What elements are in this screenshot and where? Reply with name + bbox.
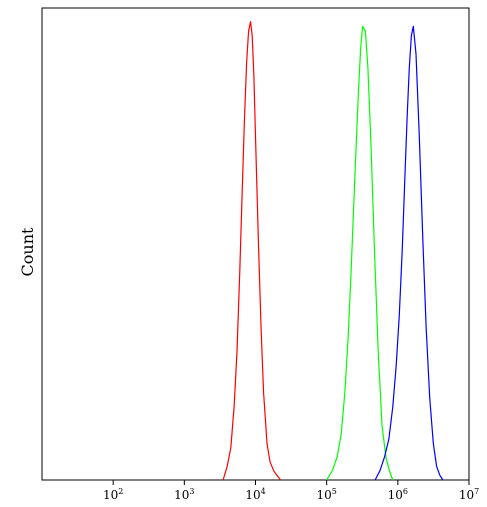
y-axis-title: Count xyxy=(18,227,37,276)
x-tick-label: 105 xyxy=(316,487,336,502)
histogram-series-3 xyxy=(374,25,444,481)
series-layer xyxy=(222,21,444,481)
x-tick-label: 106 xyxy=(388,487,408,502)
plot-area-frame xyxy=(41,7,470,481)
x-axis-ticks: 102 103 104 105 106 107 xyxy=(103,480,479,502)
x-tick-label: 107 xyxy=(459,487,479,502)
x-tick-label: 104 xyxy=(245,487,265,502)
histogram-series-2 xyxy=(326,25,394,481)
x-tick-label: 102 xyxy=(103,487,123,502)
x-tick-label: 103 xyxy=(174,487,194,502)
histogram-series-1 xyxy=(222,21,282,481)
